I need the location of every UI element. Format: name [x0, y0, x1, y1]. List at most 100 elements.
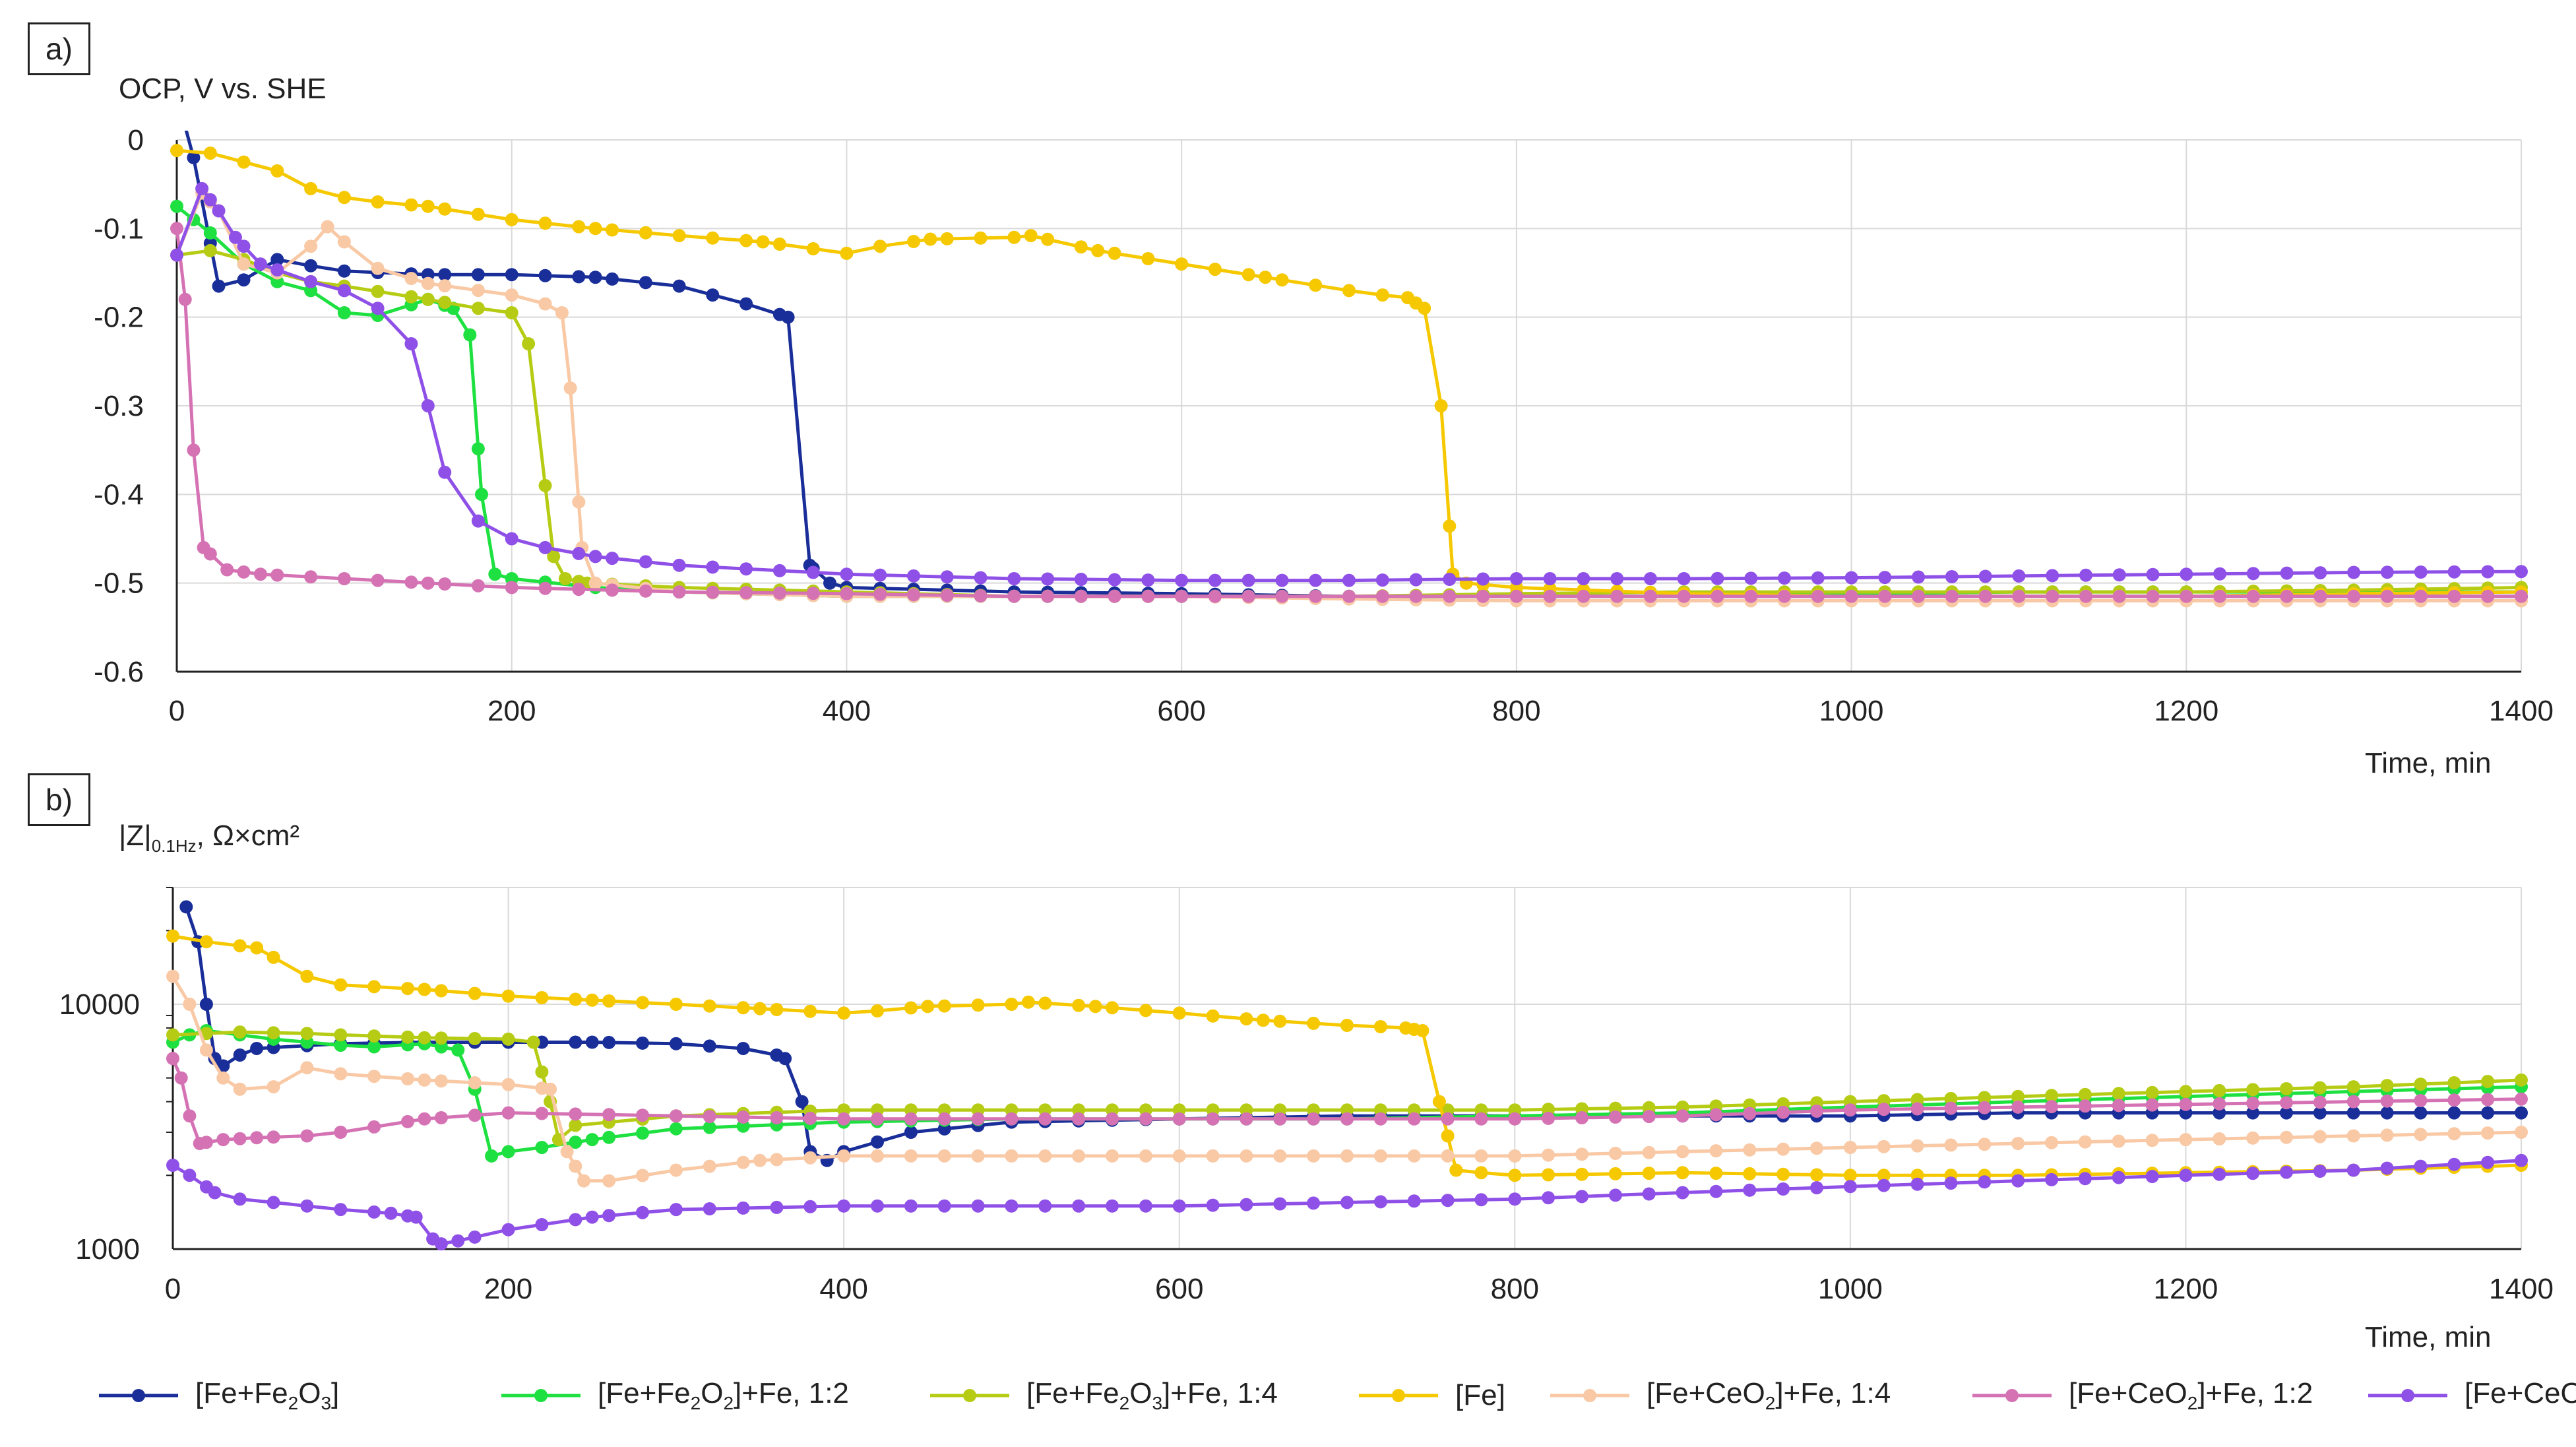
data-point-fe_ceo2	[1208, 573, 1222, 587]
data-point-fe	[401, 982, 414, 996]
data-point-fe	[703, 999, 716, 1013]
data-point-fe_ceo2	[1542, 1191, 1555, 1205]
data-point-fe_ceo2_fe_12	[174, 1071, 188, 1085]
y-axis-label-b-unit: , Ω×cm²	[196, 820, 300, 852]
data-point-fe_ceo2_fe_14	[2414, 1128, 2428, 1142]
data-point-fe_fe2o3	[199, 998, 213, 1011]
data-point-fe_ceo2	[228, 230, 242, 244]
data-point-fe_fe2o2_fe_12	[463, 328, 477, 342]
y-tick-label: 0	[128, 124, 144, 156]
data-point-fe_ceo2_fe_12	[2112, 1099, 2125, 1112]
data-point-fe_fe2o3	[179, 900, 193, 914]
x-tick-label: 200	[484, 1273, 532, 1305]
data-point-fe_ceo2	[237, 240, 251, 253]
series-line-fe_ceo2	[175, 187, 2522, 583]
data-point-fe_ceo2_fe_14	[1608, 1147, 1622, 1160]
data-point-fe_ceo2	[2346, 1163, 2360, 1177]
data-point-fe_fe2o3	[585, 1035, 599, 1049]
data-point-fe_fe2o3_fe_14	[2045, 1089, 2058, 1103]
data-point-fe_ceo2_fe_12	[501, 1106, 515, 1120]
data-point-fe_ceo2	[203, 193, 217, 207]
data-point-fe	[588, 222, 602, 236]
data-point-fe_ceo2	[501, 1223, 515, 1237]
data-point-fe	[1024, 229, 1038, 243]
data-point-fe_ceo2	[1106, 1199, 1119, 1213]
data-point-fe	[639, 226, 652, 240]
data-point-fe_ceo2_fe_12	[250, 1131, 264, 1145]
data-point-fe_ceo2_fe_14	[753, 1153, 767, 1167]
data-point-fe_ceo2	[1340, 1196, 1354, 1209]
y-axis-label-b-main: |Z|	[119, 820, 152, 852]
data-point-fe_fe2o2_fe_12	[602, 1130, 616, 1144]
data-point-fe_fe2o3_fe_14	[1978, 1091, 1992, 1105]
data-point-fe_ceo2_fe_12	[1474, 1112, 1488, 1126]
data-point-fe	[1259, 271, 1272, 284]
y-tick-label: -0.6	[94, 656, 144, 688]
data-point-fe_ceo2	[2380, 565, 2394, 579]
data-point-fe_ceo2	[2046, 569, 2059, 583]
data-point-fe_fe2o3_fe_14	[1910, 1093, 1924, 1107]
data-point-fe_ceo2_fe_12	[334, 1126, 348, 1139]
data-point-fe_ceo2_fe_14	[1642, 1145, 1656, 1159]
data-point-fe	[1206, 1009, 1220, 1023]
data-point-fe_ceo2	[2280, 566, 2294, 580]
data-point-fe_ceo2_fe_12	[2012, 589, 2026, 603]
data-point-fe_fe2o3_fe_14	[547, 550, 561, 563]
data-point-fe_ceo2	[304, 274, 318, 288]
data-point-fe_ceo2_fe_14	[602, 1174, 616, 1188]
data-point-fe_ceo2	[371, 302, 385, 315]
data-point-fe_ceo2	[233, 1192, 247, 1206]
data-point-fe_ceo2_fe_12	[706, 585, 720, 599]
data-point-fe_ceo2	[1776, 1182, 1790, 1196]
data-point-fe_ceo2_fe_12	[1978, 589, 1992, 603]
data-point-fe_ceo2_fe_12	[1610, 589, 1624, 603]
data-point-fe_ceo2	[669, 1203, 683, 1217]
data-point-fe_ceo2	[1072, 1199, 1086, 1213]
data-point-fe_fe2o3	[270, 253, 284, 267]
data-point-fe_ceo2	[409, 1210, 423, 1224]
data-point-fe_ceo2	[803, 1200, 817, 1213]
data-point-fe_ceo2	[639, 555, 652, 569]
data-point-fe_ceo2	[434, 1237, 448, 1251]
data-point-fe_ceo2	[2481, 565, 2495, 579]
data-point-fe_ceo2_fe_12	[404, 575, 418, 589]
x-axis-label-b: Time, min	[2365, 1321, 2492, 1353]
data-point-fe_fe2o2_fe_12	[203, 226, 217, 240]
data-point-fe_ceo2	[1409, 573, 1423, 587]
data-point-fe_ceo2_fe_12	[837, 1112, 851, 1126]
data-point-fe_ceo2_fe_14	[1441, 1149, 1455, 1163]
data-point-fe_fe2o3	[606, 272, 619, 286]
data-point-fe_ceo2	[1443, 573, 1457, 586]
data-point-fe_fe2o3_fe_14	[522, 337, 536, 350]
legend-swatch-marker	[1392, 1389, 1405, 1402]
data-point-fe_ceo2_fe_14	[300, 1061, 314, 1075]
data-point-fe_ceo2	[384, 1206, 398, 1220]
data-point-fe_ceo2_fe_14	[1776, 1142, 1790, 1156]
data-point-fe	[1340, 1019, 1354, 1032]
data-point-fe_fe2o2_fe_12	[535, 1141, 549, 1154]
data-point-fe_ceo2_fe_14	[183, 998, 197, 1011]
data-point-fe_ceo2_fe_12	[1843, 1103, 1857, 1117]
data-point-fe_fe2o3	[569, 1035, 582, 1049]
data-point-fe_ceo2_fe_12	[2079, 589, 2092, 603]
data-point-fe_fe2o2_fe_12	[669, 1122, 683, 1136]
legend-label: [Fe+Fe2O3]+Fe, 1:4	[1026, 1377, 1278, 1413]
data-point-fe_ceo2_fe_12	[736, 1110, 750, 1124]
series-line-fe_ceo2_fe_14	[175, 191, 2521, 602]
data-point-fe	[404, 198, 418, 212]
x-tick-label: 1400	[2489, 1273, 2554, 1305]
data-point-fe_fe2o3	[781, 310, 795, 324]
data-point-fe_ceo2_fe_12	[1340, 1112, 1354, 1126]
data-point-fe	[1441, 1129, 1455, 1143]
data-point-fe_ceo2	[1811, 571, 1825, 585]
data-point-fe_ceo2_fe_12	[253, 567, 267, 581]
data-point-fe_fe2o2_fe_12	[475, 488, 488, 501]
data-point-fe_fe2o3_fe_14	[535, 1065, 549, 1079]
data-point-fe_ceo2	[572, 546, 586, 560]
data-point-fe_ceo2	[208, 1186, 222, 1200]
data-point-fe_ceo2	[940, 570, 954, 584]
data-point-fe_ceo2	[505, 532, 518, 546]
data-point-fe_ceo2_fe_14	[166, 969, 179, 983]
data-point-fe	[1434, 399, 1448, 412]
